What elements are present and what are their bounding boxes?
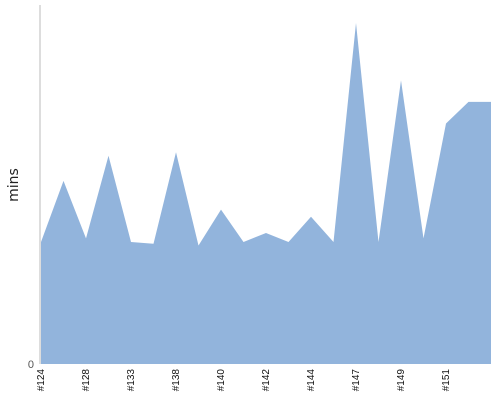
x-tick-label: #133 (126, 369, 137, 392)
x-ticks: #124 #128 #133 #138 #140 #142 #144 #147 #149 #151 (36, 369, 452, 392)
x-tick-label: #151 (441, 369, 452, 392)
x-tick-label: #140 (216, 369, 227, 392)
x-tick-label: #144 (306, 369, 317, 392)
x-tick-label: #138 (171, 369, 182, 392)
x-tick-label: #124 (36, 369, 47, 392)
x-tick-label: #142 (261, 369, 272, 392)
y-axis-label: mins (6, 168, 22, 202)
x-tick-label: #149 (396, 369, 407, 392)
y-tick-label: 0 (28, 359, 34, 371)
area-series (41, 22, 491, 364)
y-ticks: 0 (28, 359, 34, 371)
x-tick-label: #147 (351, 369, 362, 392)
x-tick-label: #128 (81, 369, 92, 392)
